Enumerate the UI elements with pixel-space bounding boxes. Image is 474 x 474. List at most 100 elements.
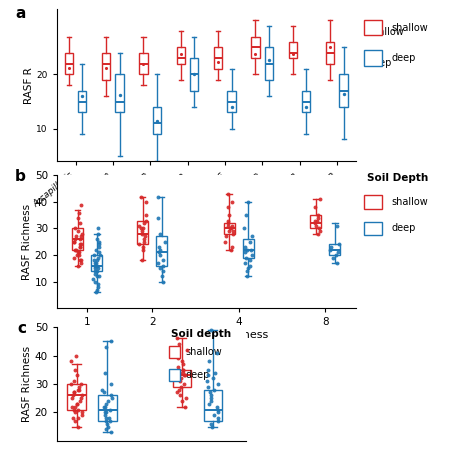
PathPatch shape	[173, 370, 191, 387]
Point	[243, 246, 251, 254]
PathPatch shape	[214, 47, 222, 69]
Point	[240, 225, 248, 232]
Text: +: +	[370, 198, 377, 206]
Point	[71, 246, 79, 254]
Point	[76, 243, 84, 251]
Point	[210, 386, 218, 393]
Point	[106, 406, 113, 413]
Point	[246, 262, 254, 269]
Point	[73, 352, 80, 359]
PathPatch shape	[91, 255, 102, 271]
Point	[69, 414, 77, 422]
Point	[211, 369, 219, 376]
Point	[224, 217, 232, 224]
Point	[210, 411, 218, 419]
Point	[191, 71, 198, 78]
Point	[327, 243, 335, 251]
Point	[105, 414, 112, 422]
Point	[252, 50, 259, 58]
Point	[248, 251, 256, 259]
Point	[241, 248, 249, 256]
Point	[204, 372, 212, 379]
Point	[70, 238, 77, 246]
Point	[139, 243, 146, 251]
Y-axis label: RASF Richness: RASF Richness	[22, 204, 32, 280]
Point	[247, 246, 255, 254]
Point	[177, 392, 184, 399]
Point	[138, 228, 146, 235]
Point	[75, 248, 83, 256]
Point	[228, 222, 236, 229]
Point	[71, 409, 79, 416]
Point	[204, 383, 211, 391]
Point	[93, 267, 100, 275]
PathPatch shape	[339, 74, 347, 107]
Point	[102, 64, 110, 72]
Point	[173, 352, 181, 359]
Text: a: a	[15, 7, 26, 21]
Point	[93, 273, 100, 280]
PathPatch shape	[326, 42, 334, 64]
Point	[92, 288, 100, 296]
Point	[180, 360, 187, 368]
Point	[94, 225, 102, 232]
Point	[214, 380, 221, 388]
Point	[91, 259, 99, 267]
Point	[155, 193, 162, 201]
Point	[89, 275, 97, 283]
Point	[100, 389, 108, 396]
Point	[75, 251, 83, 259]
Point	[174, 355, 182, 362]
Point	[70, 377, 78, 385]
Point	[228, 225, 235, 232]
Point	[109, 394, 116, 402]
Text: shallow: shallow	[186, 347, 223, 357]
PathPatch shape	[78, 91, 86, 112]
Point	[244, 198, 252, 206]
Point	[265, 56, 273, 64]
Point	[329, 254, 337, 262]
Point	[313, 222, 320, 229]
Point	[180, 372, 188, 379]
Point	[204, 377, 211, 385]
Point	[101, 403, 109, 410]
Point	[182, 372, 189, 379]
Point	[334, 259, 341, 267]
Point	[116, 91, 123, 99]
FancyBboxPatch shape	[365, 222, 383, 235]
PathPatch shape	[67, 384, 86, 410]
Point	[69, 392, 77, 399]
Point	[79, 92, 86, 100]
Point	[159, 267, 167, 275]
Point	[104, 397, 112, 405]
Point	[314, 230, 322, 237]
Point	[94, 281, 102, 288]
Point	[314, 211, 321, 219]
Point	[72, 403, 79, 410]
Point	[228, 198, 236, 206]
Point	[327, 246, 334, 254]
Point	[140, 60, 147, 68]
Point	[95, 243, 103, 251]
Point	[302, 103, 310, 111]
Point	[174, 363, 182, 371]
Point	[221, 238, 229, 246]
Point	[101, 411, 109, 419]
Point	[135, 222, 143, 229]
Point	[90, 256, 98, 264]
Point	[91, 264, 99, 272]
Point	[244, 267, 251, 275]
Point	[226, 228, 233, 235]
Point	[75, 383, 82, 391]
Point	[90, 251, 98, 259]
Point	[182, 394, 190, 402]
Point	[77, 380, 85, 388]
Point	[213, 403, 221, 410]
PathPatch shape	[302, 91, 310, 112]
Text: deep: deep	[392, 53, 416, 63]
FancyBboxPatch shape	[169, 369, 180, 381]
Point	[100, 403, 108, 410]
Point	[74, 386, 82, 393]
Point	[246, 256, 254, 264]
Point	[207, 392, 215, 399]
